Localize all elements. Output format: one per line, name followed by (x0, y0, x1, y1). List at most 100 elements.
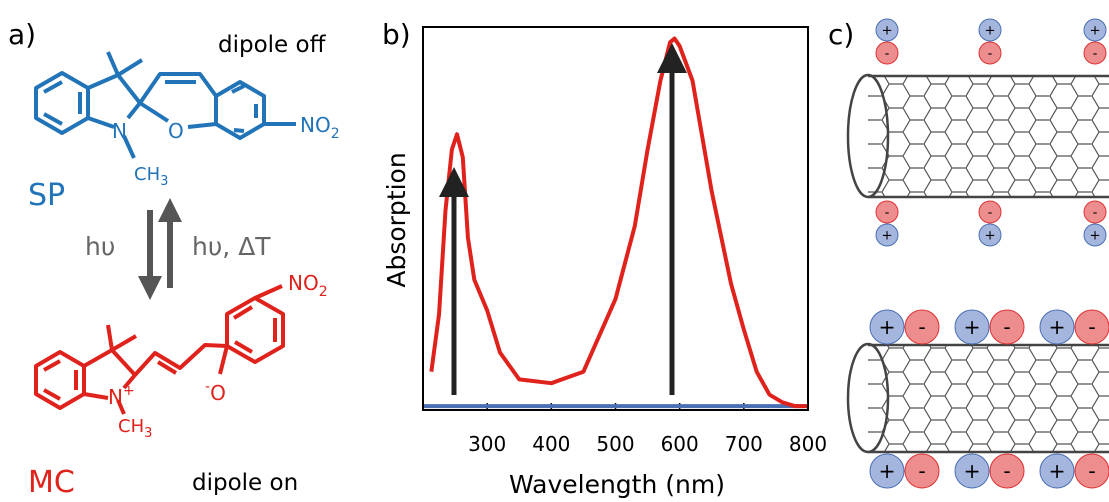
x-axis-label: Wavelength (nm) (509, 470, 725, 498)
charge-sign: - (1088, 315, 1095, 339)
charge (954, 309, 990, 345)
tube-wall (868, 343, 1109, 454)
tube-lattice (868, 76, 1109, 197)
charge (978, 18, 1002, 42)
charge-sign: - (1093, 205, 1098, 220)
charge-sign: + (963, 459, 980, 483)
group: NO2 (300, 113, 340, 142)
charge-sign: - (988, 205, 993, 220)
charge (978, 200, 1002, 224)
charge (978, 41, 1002, 65)
charge (1083, 223, 1107, 247)
bond (34, 71, 90, 135)
panel-a: a) dipole off N O NO2 CH3 SP hυ hυ, ΔT N… (8, 18, 340, 500)
tube-lattice (868, 345, 1109, 452)
charge (875, 41, 899, 65)
sp-structure: N O NO2 CH3 (34, 51, 340, 189)
state-label: dipole off (218, 32, 327, 58)
group-sub: 2 (319, 284, 328, 300)
charge-sign: + (1089, 23, 1100, 38)
charge (875, 200, 899, 224)
charge (1039, 453, 1075, 489)
series-line (429, 36, 808, 409)
charge-sign: + (963, 315, 980, 339)
charge (978, 223, 1002, 247)
x-tick-label: 700 (725, 432, 763, 456)
group: NO2 (288, 271, 328, 300)
charge-sign: - (1088, 459, 1095, 483)
panel-c: c) +--++--++--++ -+ -+ -+ -+ -+ - (828, 18, 1109, 489)
charge (869, 453, 905, 489)
charge (1083, 18, 1107, 42)
atom: -O (205, 379, 226, 405)
atom-main: N (108, 385, 123, 409)
charge (989, 453, 1025, 489)
group: CH3 (118, 416, 152, 441)
charge (869, 309, 905, 345)
tube-end (846, 73, 890, 199)
charge (954, 453, 990, 489)
group: CH3 (134, 164, 168, 189)
y-axis-label: Absorption (382, 152, 411, 287)
panel-b: b) Absorption Wavelength (nm) 300 400 500 6… (382, 18, 827, 499)
plot-frame (422, 26, 809, 411)
charge-sign: - (1003, 459, 1010, 483)
bond (138, 72, 218, 129)
charge (904, 309, 940, 345)
atom: N+ (108, 383, 135, 409)
charge-sign: - (1003, 315, 1010, 339)
state-label: dipole on (192, 470, 298, 496)
group-main: NO (300, 113, 331, 137)
charge (875, 223, 899, 247)
charge (1083, 200, 1107, 224)
charge-sign: - (1093, 46, 1098, 61)
bond (34, 350, 86, 410)
charge-sign: - (918, 315, 925, 339)
atom-main: O (210, 381, 226, 405)
molecule-name: SP (28, 178, 65, 213)
charge (1039, 309, 1075, 345)
group-main: NO (288, 271, 319, 295)
charge-sign: + (1048, 459, 1065, 483)
bond (218, 284, 285, 375)
charge (904, 453, 940, 489)
panel-label: a) (8, 18, 36, 51)
bond (214, 80, 296, 140)
x-tick-label: 800 (789, 432, 827, 456)
charge-sign: + (984, 228, 995, 243)
charge-sign: - (885, 46, 890, 61)
group-sub: 3 (160, 174, 168, 189)
bond (83, 324, 138, 415)
atom-charge: + (123, 383, 135, 399)
group-main: CH (134, 164, 160, 185)
tube-wall (868, 74, 1109, 199)
group-main: CH (118, 416, 144, 437)
condition: hυ (85, 232, 115, 261)
charge-sign: + (881, 228, 892, 243)
charge-sign: + (984, 23, 995, 38)
charge-sign: - (918, 459, 925, 483)
x-tick-label: 400 (532, 432, 570, 456)
condition: hυ, ΔT (192, 232, 271, 261)
group-sub: 3 (144, 426, 152, 441)
charge (1074, 453, 1109, 489)
charge-sign: + (1089, 228, 1100, 243)
panel-label: b) (382, 18, 411, 51)
nanotube (846, 342, 1109, 454)
x-tick-label: 500 (596, 432, 634, 456)
tube-end (846, 342, 890, 454)
group-sub: 2 (331, 126, 340, 142)
charge-sign: + (878, 459, 895, 483)
molecule-name: MC (28, 465, 75, 498)
bond (87, 51, 144, 159)
atom: O (168, 119, 184, 143)
atom: N (112, 119, 127, 143)
charge-sign: - (885, 205, 890, 220)
mc-structure: NO2 N+ -O CH3 (34, 271, 328, 441)
bond (133, 343, 228, 377)
charge (875, 18, 899, 42)
nanotube (846, 73, 1109, 199)
charge-sign: + (881, 23, 892, 38)
charge (989, 309, 1025, 345)
